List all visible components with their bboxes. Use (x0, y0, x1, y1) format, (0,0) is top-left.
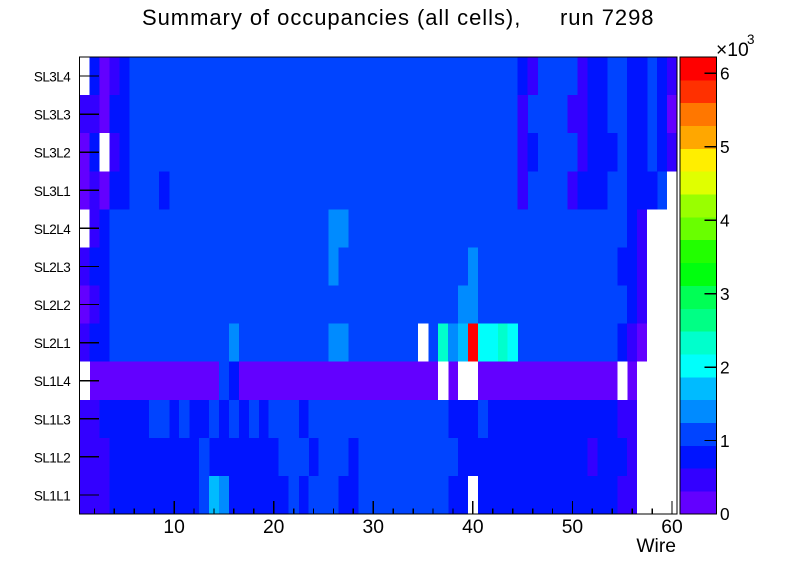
svg-text:SL1L3: SL1L3 (34, 412, 70, 427)
svg-text:10: 10 (163, 517, 184, 538)
svg-text:SL3L2: SL3L2 (34, 146, 70, 161)
svg-text:2: 2 (720, 357, 730, 377)
svg-text:SL1L1: SL1L1 (34, 488, 70, 503)
svg-text:60: 60 (661, 517, 682, 538)
svg-text:3: 3 (747, 32, 755, 47)
svg-text:SL3L3: SL3L3 (34, 108, 70, 123)
svg-text:Summary of occupancies (all ce: Summary of occupancies (all cells), (142, 5, 521, 30)
svg-text:SL3L1: SL3L1 (34, 184, 70, 199)
svg-text:6: 6 (720, 64, 730, 84)
svg-text:4: 4 (720, 210, 730, 230)
svg-text:1: 1 (720, 431, 730, 451)
svg-text:20: 20 (263, 517, 284, 538)
svg-text:SL2L4: SL2L4 (34, 222, 71, 237)
svg-text:SL2L3: SL2L3 (34, 260, 70, 275)
svg-text:50: 50 (562, 517, 583, 538)
svg-text:3: 3 (720, 284, 730, 304)
svg-text:SL3L4: SL3L4 (34, 70, 71, 85)
svg-text:5: 5 (720, 137, 730, 157)
svg-text:Wire: Wire (636, 536, 676, 557)
svg-text:SL1L2: SL1L2 (34, 450, 70, 465)
svg-text:0: 0 (720, 504, 730, 524)
svg-text:×10: ×10 (716, 40, 749, 61)
svg-text:30: 30 (363, 517, 384, 538)
svg-text:run 7298: run 7298 (560, 5, 654, 30)
svg-text:40: 40 (462, 517, 483, 538)
svg-text:SL2L2: SL2L2 (34, 298, 70, 313)
svg-text:SL1L4: SL1L4 (34, 374, 71, 389)
svg-text:SL2L1: SL2L1 (34, 336, 70, 351)
